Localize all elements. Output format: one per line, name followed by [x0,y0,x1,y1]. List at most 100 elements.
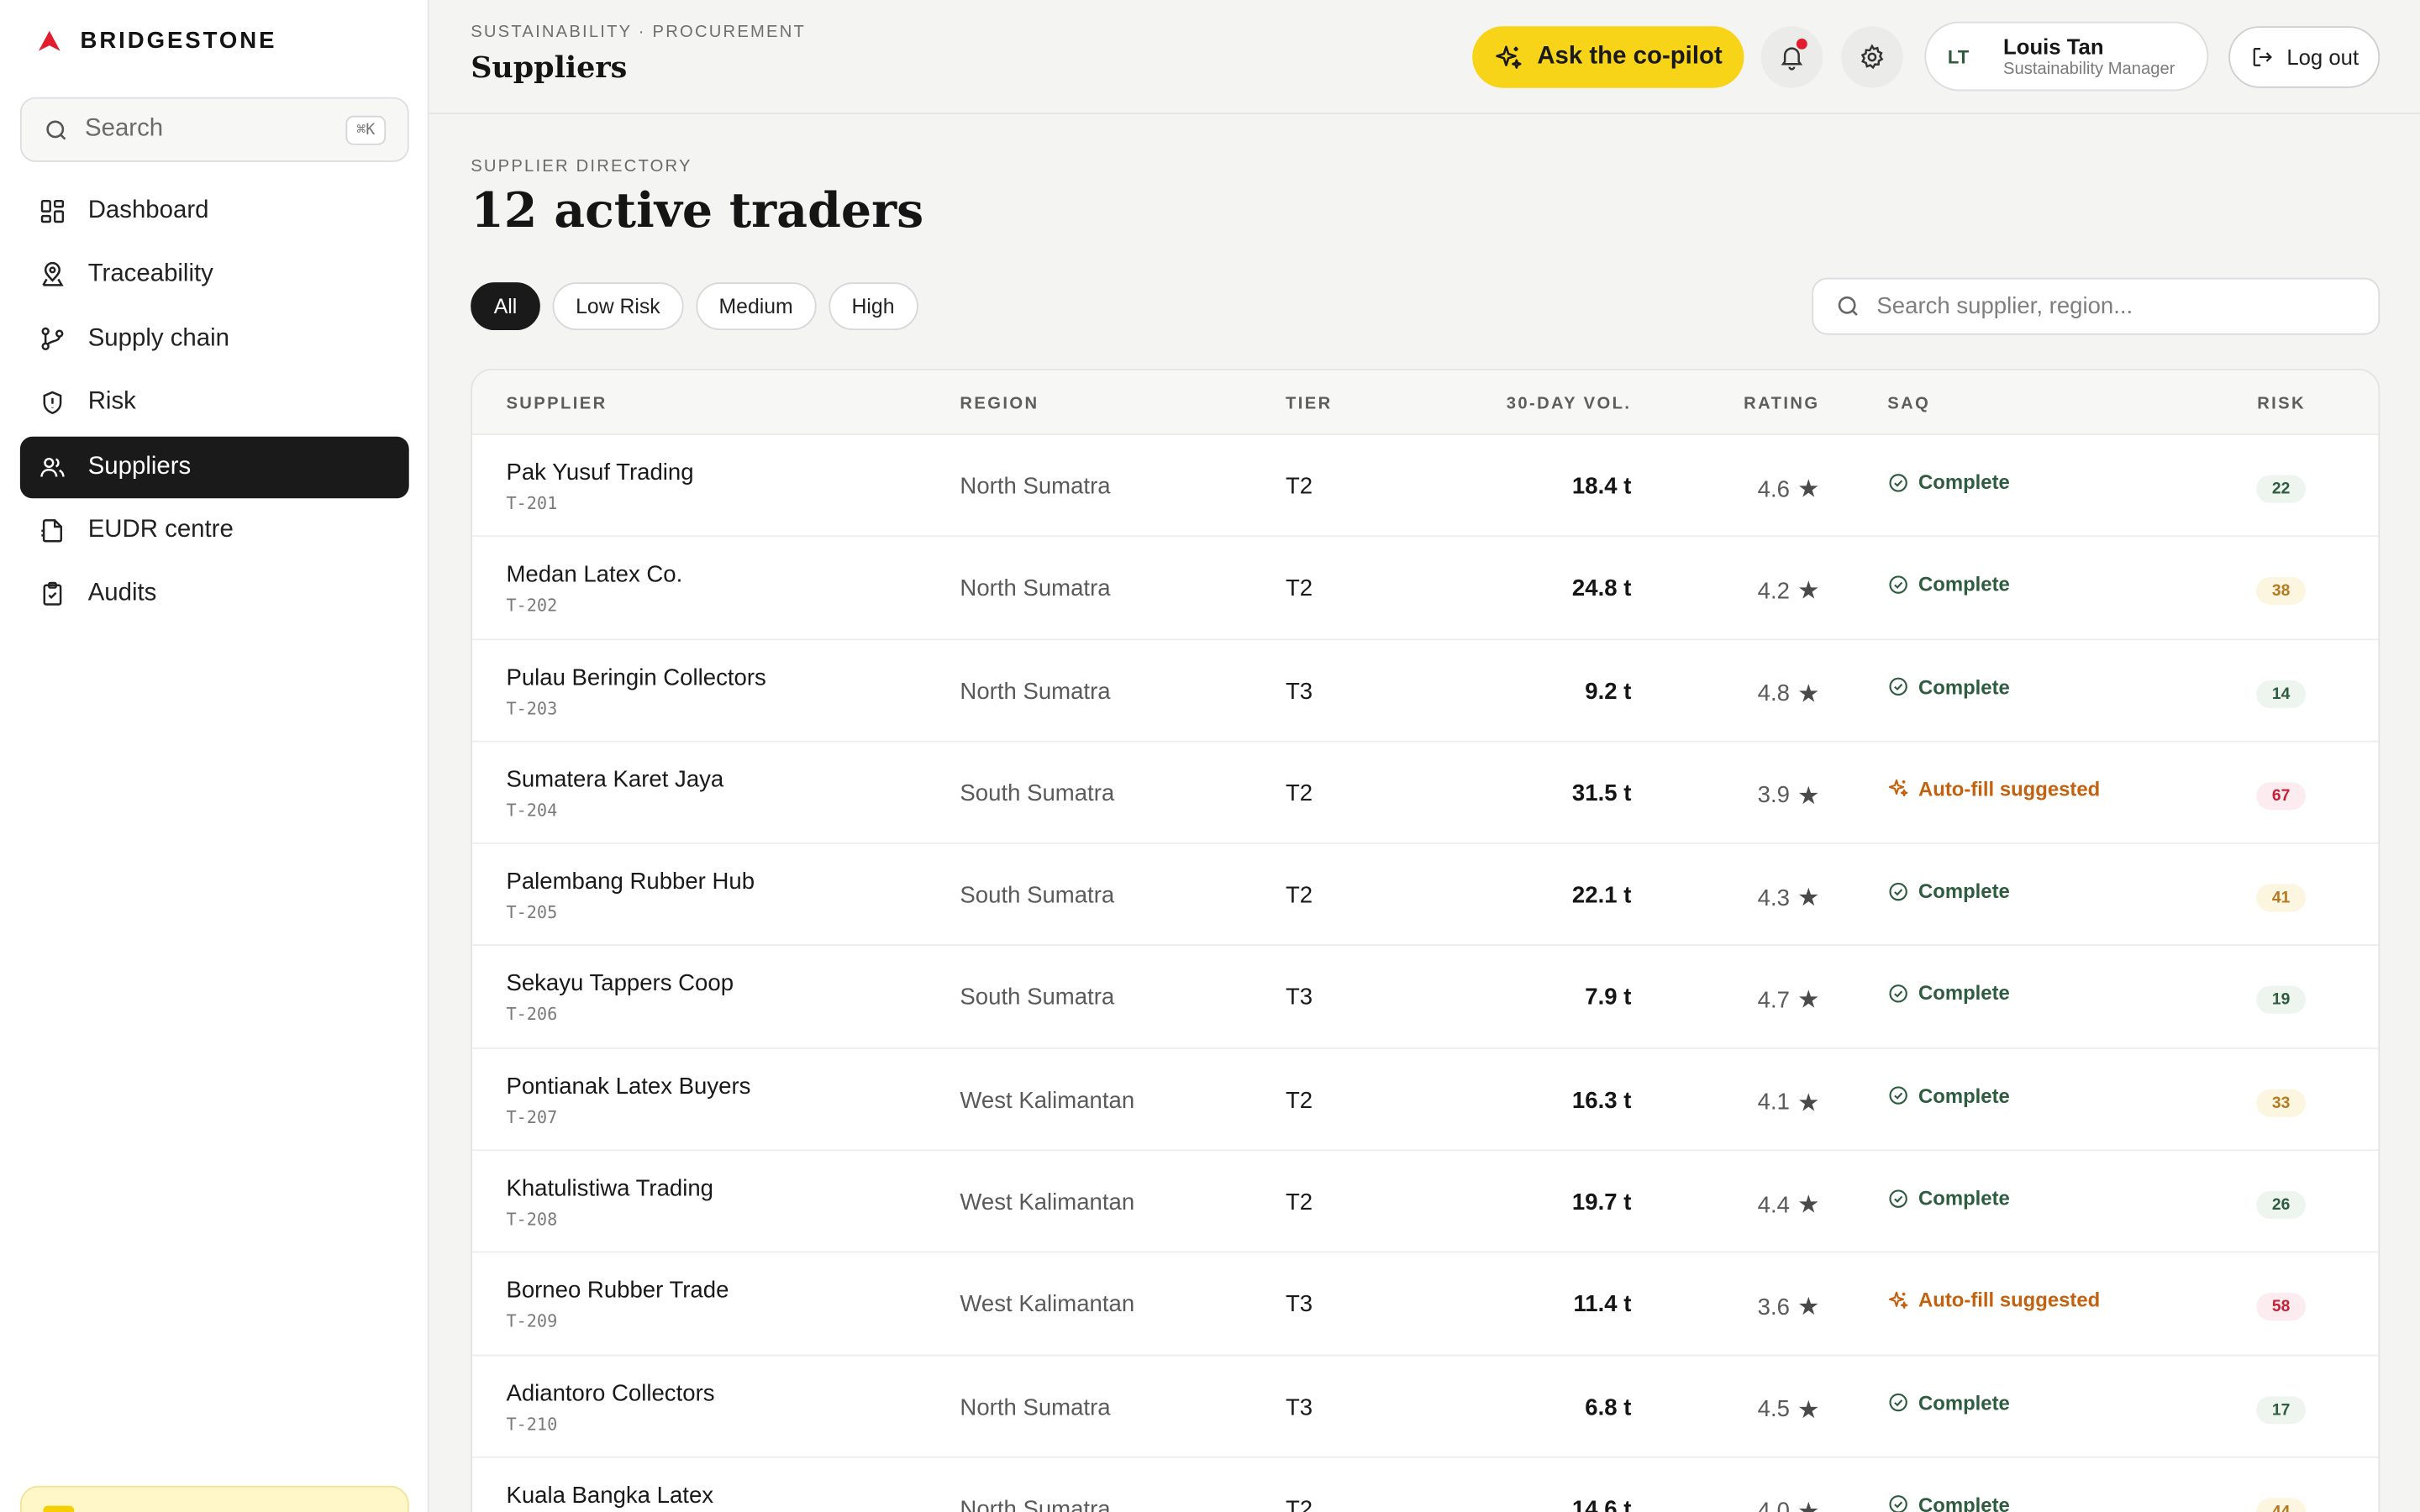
supplier-rating: 4.1 ★ [1758,1087,1820,1118]
saq-status: Complete [1887,1391,2010,1415]
supplier-name[interactable]: Sekayu Tappers Coop [506,971,734,998]
table-row[interactable]: Sumatera Karet Jaya T-204 South Sumatra T2 3… [472,742,2379,845]
supplier-search-input[interactable] [1876,292,2357,320]
risk-badge: 58 [2256,1293,2307,1321]
supplier-volume: 14.6 t [1571,1496,1632,1512]
supplier-name[interactable]: Borneo Rubber Trade [506,1278,729,1305]
supplier-region: South Sumatra [960,882,1115,910]
filter-chip-all[interactable]: All [471,282,540,331]
notifications-button[interactable] [1760,26,1823,88]
saq-status: Complete [1887,879,2010,903]
main-title: 12 active traders [471,183,924,239]
sidebar-item-supply-chain[interactable]: Supply chain [20,308,409,370]
supplier-id: T-202 [506,596,558,617]
sidebar-item-dashboard[interactable]: Dashboard [20,181,409,242]
supplier-rating: 4.0 ★ [1758,1497,1820,1512]
supplier-tier: T2 [1285,1087,1313,1114]
column-header-volume[interactable]: 30-DAY VOL. [1506,395,1632,414]
supplier-name[interactable]: Palembang Rubber Hub [506,869,755,895]
filter-chip-high[interactable]: High [828,282,918,331]
table-row[interactable]: Kuala Bangka LatexT-211North SumatraT214… [472,1458,2378,1512]
sidebar-item-risk[interactable]: Risk [20,372,409,433]
saq-status[interactable]: Auto-fill suggested [1887,777,2100,801]
supplier-volume: 31.5 t [1571,780,1632,807]
supplier-tier: T3 [1285,1394,1313,1420]
supplier-name[interactable]: Pulau Beringin Collectors [506,664,766,691]
sidebar: BRIDGESTONE Search ⌘K Dashboard Traceabi… [0,0,429,1512]
supplier-name[interactable]: Pak Yusuf Trading [506,459,694,486]
user-profile[interactable]: LT Louis Tan Sustainability Manager [1924,21,2209,92]
supplier-id: T-210 [506,1414,558,1435]
supplier-name[interactable]: Sumatera Karet Jaya [506,766,724,793]
supplier-tier: T3 [1285,984,1313,1011]
supplier-rating: 3.6 ★ [1758,1292,1820,1323]
supplier-name[interactable]: Pontianak Latex Buyers [506,1073,751,1100]
saq-label: Auto-fill suggested [1918,777,2101,801]
sidebar-item-traceability[interactable]: Traceability [20,244,409,306]
sidebar-item-audits[interactable]: Audits [20,564,409,625]
supplier-volume: 16.3 t [1571,1087,1632,1114]
column-header-supplier[interactable]: SUPPLIER [506,395,608,414]
filter-chip-low-risk[interactable]: Low Risk [552,282,684,331]
section-eyebrow: SUPPLIER DIRECTORY [471,157,692,176]
supplier-rating: 4.7 ★ [1758,985,1820,1016]
check-circle-icon [1889,575,1907,594]
supplier-name[interactable]: Khatulistiwa Trading [506,1175,714,1202]
supplier-tier: T3 [1285,1292,1313,1319]
star-icon: ★ [1797,1192,1820,1220]
logout-icon [2253,48,2272,66]
ask-copilot-button[interactable]: Ask the co-pilot [1472,26,1744,88]
table-row[interactable]: Borneo Rubber Trade T-209 West Kalimantan T… [472,1253,2379,1356]
sidebar-search[interactable]: Search ⌘K [19,97,409,162]
table-row[interactable]: Khatulistiwa Trading T-208 West Kalimantan… [472,1151,2379,1254]
rating-value: 4.2 [1757,578,1790,605]
star-icon: ★ [1797,783,1820,811]
logout-button[interactable]: Log out [2228,26,2381,88]
table-row[interactable]: Palembang Rubber Hub T-205 South Sumatra T2… [472,844,2379,947]
rating-value: 4.4 [1757,1191,1790,1219]
supplier-volume: 7.9 t [1585,984,1632,1011]
table-row[interactable]: Pulau Beringin Collectors T-203 North Suma… [472,639,2379,743]
rating-value: 4.3 [1757,885,1790,911]
risk-badge: 22 [2256,475,2307,503]
table-row[interactable]: Adiantoro Collectors T-210 North Sumatra T3… [472,1356,2379,1458]
table-row[interactable]: Medan Latex Co. T-202 North Sumatra T2 24.8 … [472,538,2379,640]
saq-label: Complete [1918,1186,2010,1210]
column-header-rating[interactable]: RATING [1744,395,1820,414]
sidebar-item-label: Audits [87,580,157,607]
saq-status: Complete [1887,470,2010,494]
table-row[interactable]: Sekayu Tappers Coop T-206 South Sumatra T3 7… [472,947,2379,1049]
saq-status: Complete [1887,1494,2010,1512]
sidebar-promo-card[interactable] [19,1485,409,1512]
column-header-risk[interactable]: RISK [2257,395,2307,414]
star-icon: ★ [1797,885,1820,912]
users-icon [40,457,65,476]
supplier-name[interactable]: Medan Latex Co. [506,562,683,589]
saq-status[interactable]: Auto-fill suggested [1887,1289,2100,1312]
table-row[interactable]: Pontianak Latex Buyers T-207 West Kalimant… [472,1049,2379,1152]
risk-badge: 17 [2256,1395,2307,1424]
supplier-name[interactable]: Adiantoro Collectors [506,1380,715,1407]
brand[interactable]: BRIDGESTONE [37,28,276,54]
column-header-tier[interactable]: TIER [1285,395,1333,414]
filter-chip-medium[interactable]: Medium [695,282,817,331]
sidebar-item-label: Traceability [87,261,213,288]
supplier-search-box[interactable] [1812,277,2381,335]
supplier-region: North Sumatra [960,1394,1111,1420]
table-row[interactable]: Pak Yusuf Trading T-201 North Sumatra T2 18.… [472,435,2379,538]
sidebar-item-suppliers[interactable]: Suppliers [19,435,409,498]
check-circle-icon [1889,1394,1907,1412]
supplier-name[interactable]: Kuala Bangka Latex [506,1483,714,1509]
search-icon [46,119,66,139]
column-header-saq[interactable]: SAQ [1887,395,1931,414]
star-icon: ★ [1797,681,1820,708]
supplier-region: South Sumatra [960,780,1115,807]
supplier-volume: 24.8 t [1571,575,1632,602]
column-header-region[interactable]: REGION [960,395,1039,414]
supplier-region: South Sumatra [960,984,1115,1011]
settings-button[interactable] [1841,26,1903,88]
sidebar-item-label: Supply chain [87,325,229,352]
check-circle-icon [1889,882,1907,900]
sidebar-item-eudr-centre[interactable]: EUDR centre [20,500,409,561]
star-icon: ★ [1797,579,1820,606]
